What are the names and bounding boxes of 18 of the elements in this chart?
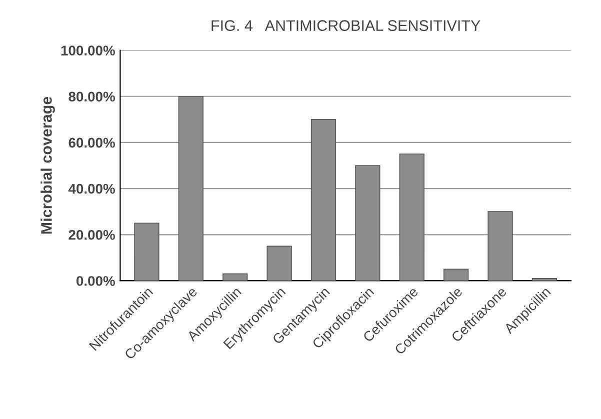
bar — [355, 165, 380, 281]
y-tick-label: 80.00% — [68, 92, 115, 102]
bar — [222, 273, 248, 281]
bar — [310, 118, 336, 281]
bar — [266, 246, 292, 281]
bar — [178, 96, 204, 281]
y-tick-label: 100.00% — [61, 46, 115, 56]
y-tick-label: 40.00% — [68, 184, 115, 194]
bar — [399, 154, 424, 281]
bar — [134, 222, 160, 281]
y-tick-label: 60.00% — [68, 138, 115, 148]
y-tick-label: 20.00% — [68, 230, 115, 240]
bar — [532, 278, 558, 281]
bar — [443, 268, 469, 281]
chart-title: FIG. 4 ANTIMICROBIAL SENSITIVITY — [212, 20, 480, 31]
bar — [488, 211, 513, 281]
y-axis-title: Microbial coverage — [40, 96, 55, 234]
y-tick-label: 0.00% — [76, 276, 115, 286]
